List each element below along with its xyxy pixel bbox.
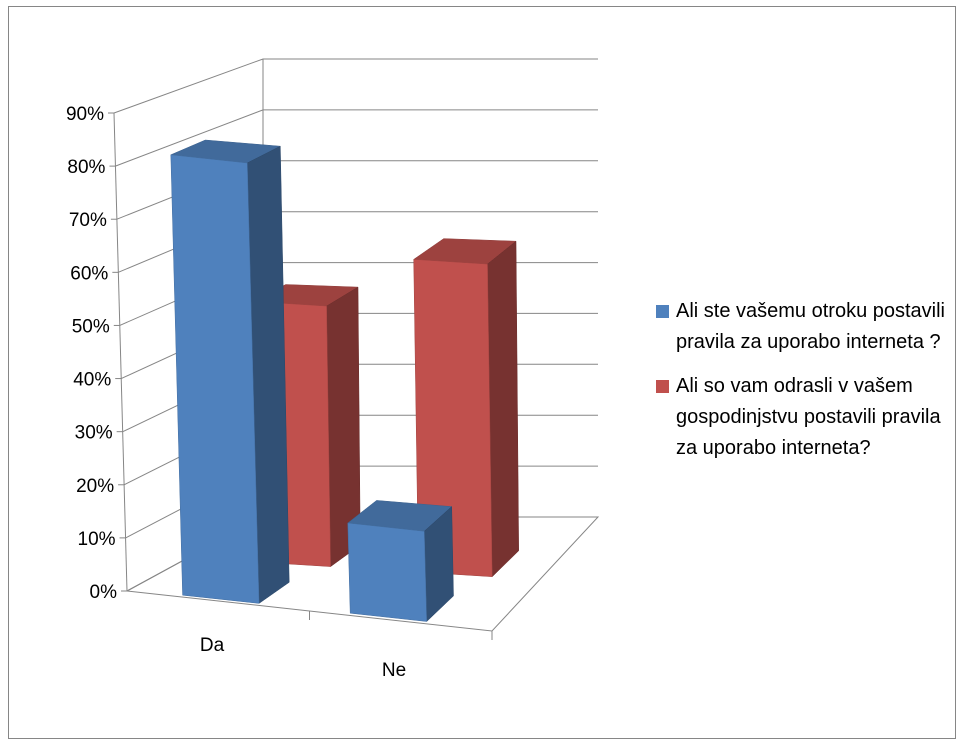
- legend-item-series-1: Ali ste vašemu otroku postavili pravila …: [656, 296, 956, 358]
- y-tick-label: 90%: [66, 104, 104, 125]
- bar-front-1-1: [413, 259, 493, 577]
- bar-front-0-0: [170, 154, 260, 604]
- legend: Ali ste vašemu otroku postavili pravila …: [656, 296, 956, 477]
- y-tick-label: 50%: [72, 316, 110, 337]
- y-tick-label: 30%: [75, 423, 113, 444]
- legend-swatch-series-1: [656, 305, 669, 318]
- y-tick-label: 20%: [76, 476, 114, 497]
- bar-front-0-1: [347, 522, 427, 622]
- bar-side-1-1: [487, 240, 519, 578]
- y-tick-label: 70%: [69, 210, 107, 231]
- y-tick-label: 80%: [67, 157, 105, 178]
- legend-swatch-series-2: [656, 380, 669, 393]
- legend-item-series-2: Ali so vam odrasli v vašem gospodinjstvu…: [656, 371, 956, 464]
- gridline-9: [113, 58, 598, 114]
- x-tick-label: Ne: [382, 660, 406, 681]
- x-tick-label: Da: [200, 635, 225, 656]
- legend-label-series-2: Ali so vam odrasli v vašem gospodinjstvu…: [676, 375, 941, 459]
- y-tick-label: 40%: [73, 370, 111, 391]
- y-tick-label: 60%: [70, 263, 108, 284]
- y-tick-label: 10%: [78, 529, 116, 550]
- legend-label-series-1: Ali ste vašemu otroku postavili pravila …: [676, 300, 946, 353]
- left-axis-line: [113, 112, 128, 592]
- y-tick-label: 0%: [90, 582, 118, 603]
